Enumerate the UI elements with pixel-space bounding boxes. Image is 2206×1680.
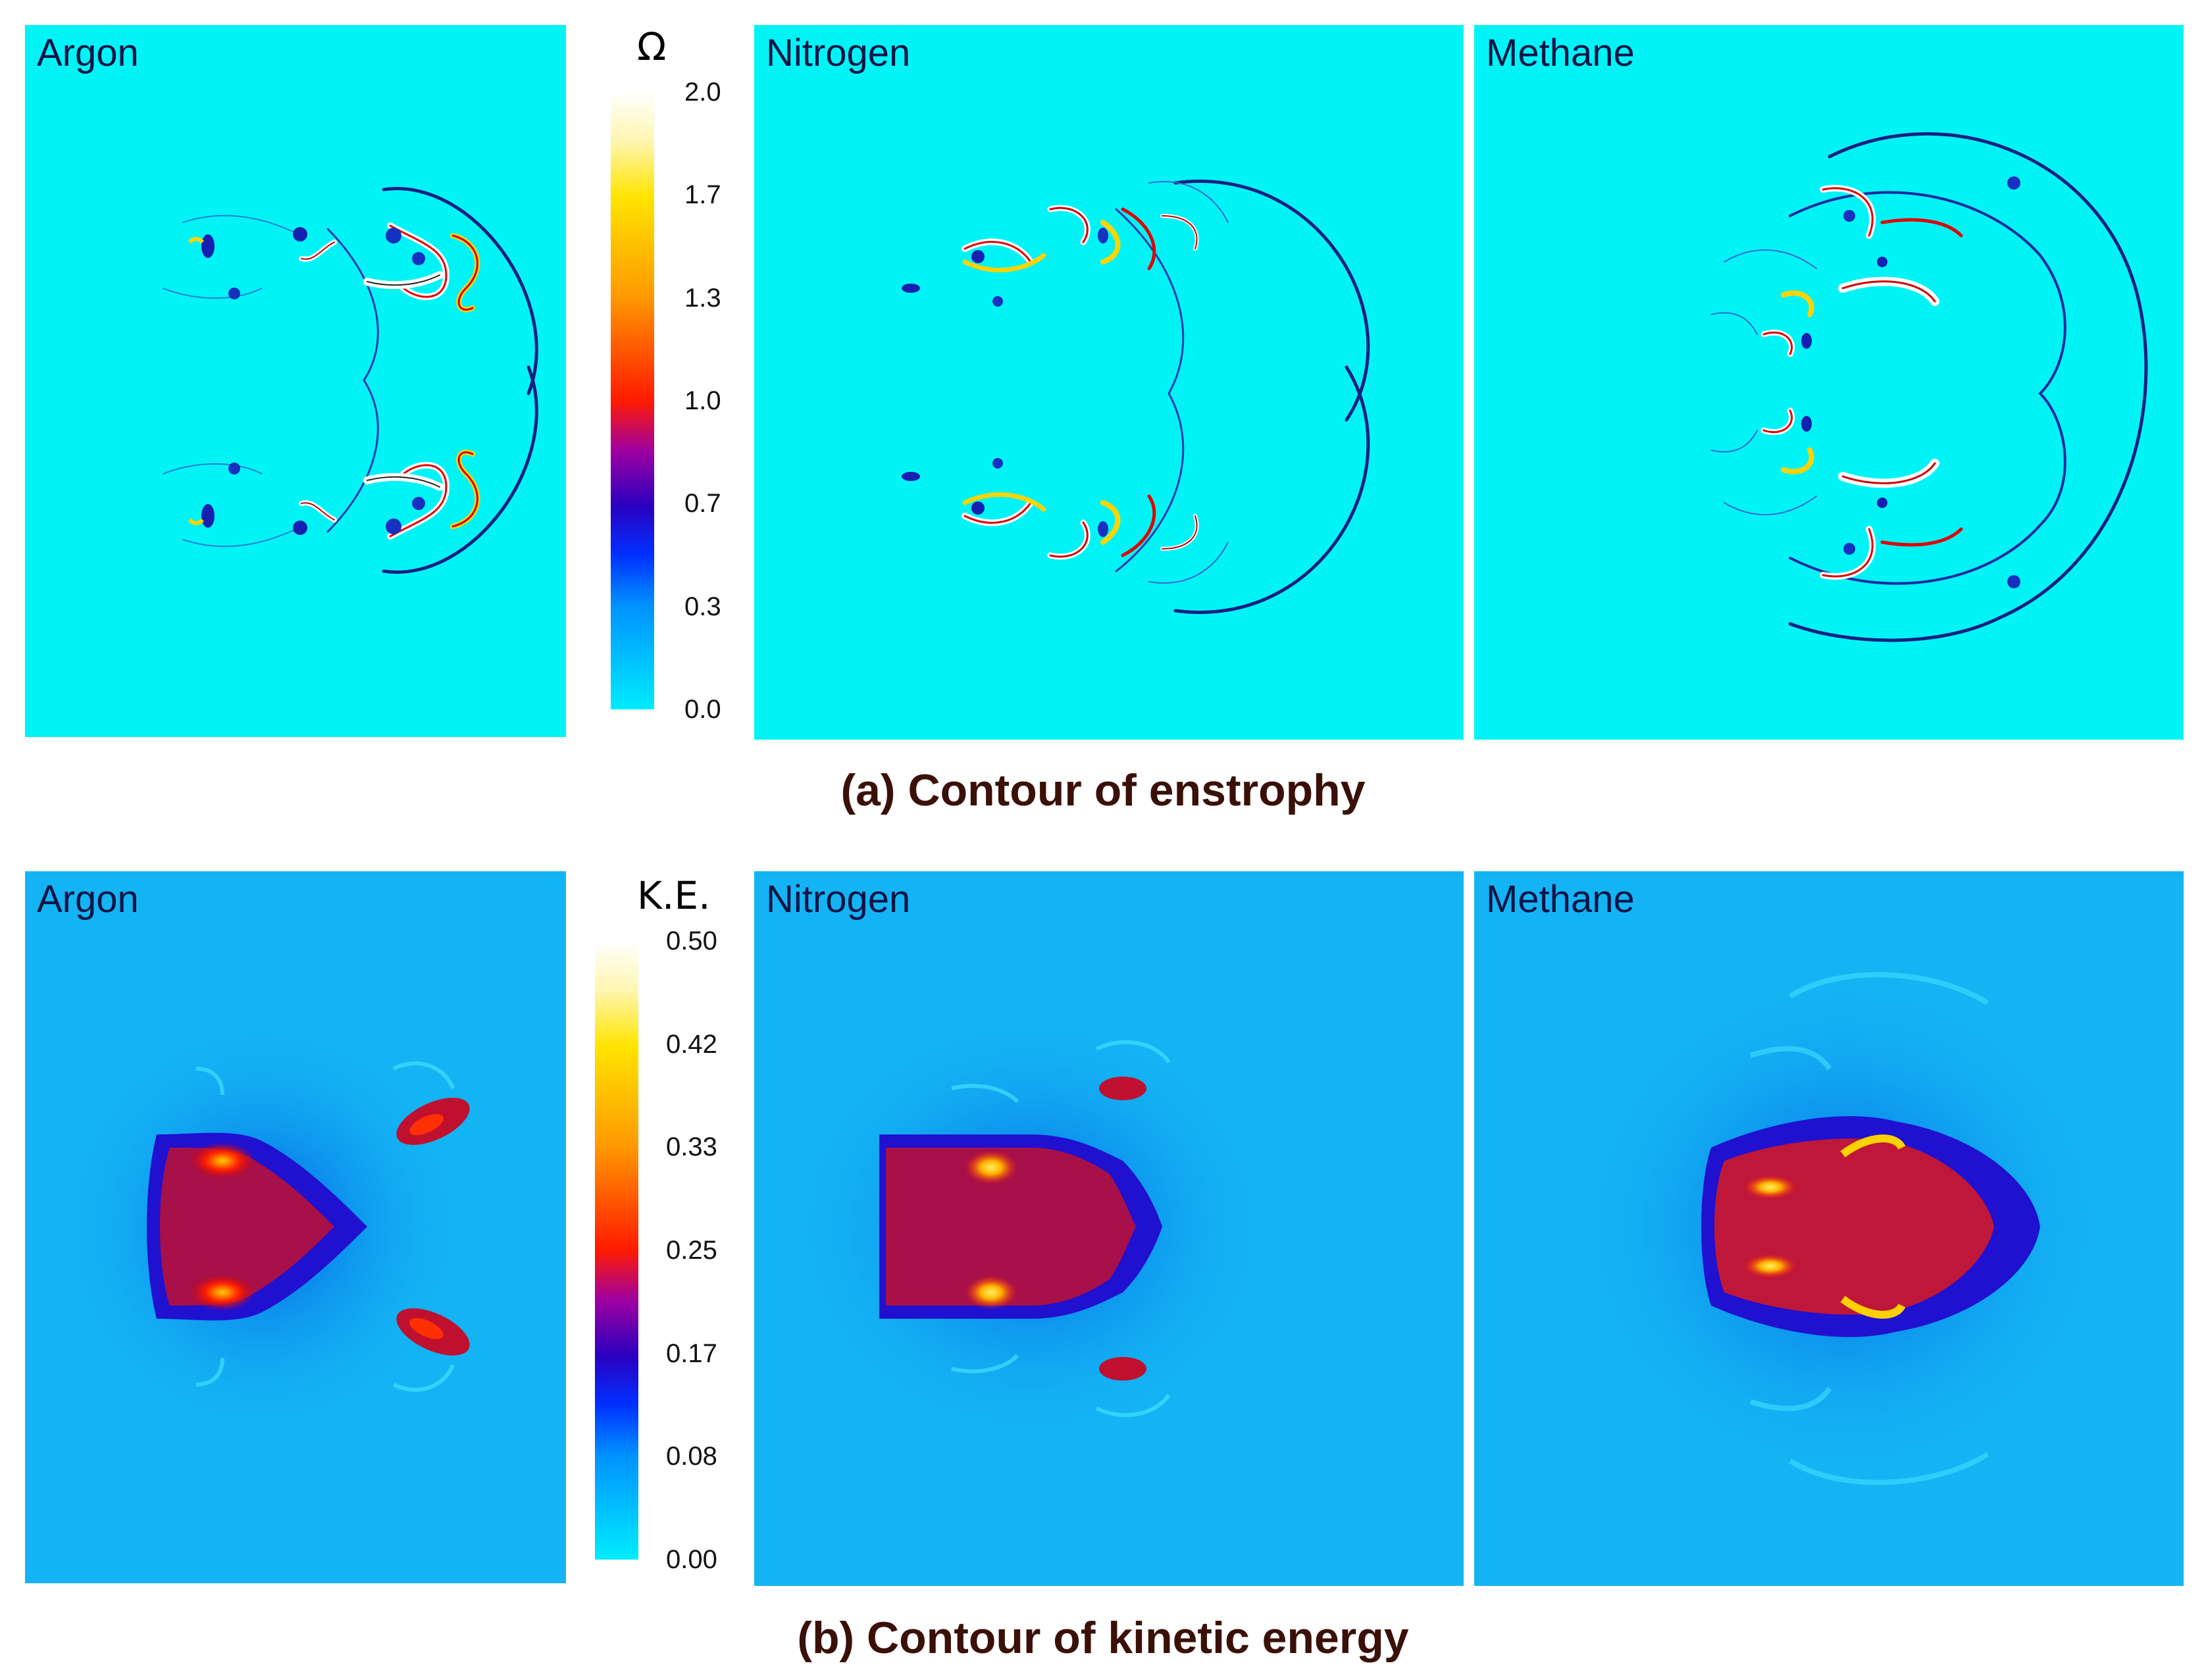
colorbar-tick-label: 1.3 <box>684 283 721 313</box>
enstrophy-field-methane <box>1710 132 2148 642</box>
enstrophy-panel-nitrogen: Nitrogen <box>754 25 1464 740</box>
colorbar-tick-label: 2.0 <box>684 78 721 107</box>
kinetic-field-argon <box>51 1009 473 1444</box>
panel-label: Nitrogen <box>766 878 911 921</box>
enstrophy-field-nitrogen <box>902 180 1370 614</box>
panel-label: Argon <box>37 878 139 921</box>
colorbar-tick-label: 0.0 <box>684 695 721 724</box>
caption-enstrophy: (a) Contour of enstrophy <box>840 765 1366 815</box>
colorbar-tick-label: 0.17 <box>666 1338 717 1368</box>
enstrophy-panel-argon: Argon <box>25 25 566 737</box>
colorbar-kinetic <box>595 941 638 1560</box>
kinetic-field-nitrogen <box>781 1003 1281 1450</box>
kinetic-panel-nitrogen: Nitrogen <box>754 871 1464 1586</box>
colorbar-tick-label: 0.50 <box>666 927 717 955</box>
colorbar-tick-label: 0.25 <box>666 1236 717 1265</box>
colorbar-tick-label: 0.08 <box>666 1442 717 1471</box>
colorbar-tick-label: 1.0 <box>684 386 721 415</box>
colorbar-tick-label: 0.3 <box>684 592 721 621</box>
enstrophy-field-argon <box>163 187 538 574</box>
colorbar-tick-label: 0.7 <box>684 489 721 519</box>
colorbar-enstrophy <box>611 92 654 709</box>
colorbar-title-enstrophy: Ω <box>637 24 667 69</box>
colorbar-tick-label: 0.42 <box>666 1029 717 1059</box>
kinetic-field-methane <box>1566 963 2119 1490</box>
colorbar-tick-label: 1.7 <box>684 180 721 210</box>
panel-label: Argon <box>37 32 139 74</box>
kinetic-panel-argon: Argon <box>25 871 566 1583</box>
colorbar-tick-label: 0.00 <box>666 1545 717 1574</box>
panel-label: Methane <box>1486 32 1635 74</box>
colorbar-title-kinetic: K.E. <box>637 873 711 918</box>
kinetic-panel-methane: Methane <box>1474 871 2184 1586</box>
colorbar-tick-label: 0.33 <box>666 1133 717 1162</box>
panel-label: Methane <box>1486 878 1635 921</box>
panel-label: Nitrogen <box>766 32 911 74</box>
enstrophy-panel-methane: Methane <box>1474 25 2184 740</box>
caption-kinetic: (b) Contour of kinetic energy <box>797 1613 1409 1663</box>
